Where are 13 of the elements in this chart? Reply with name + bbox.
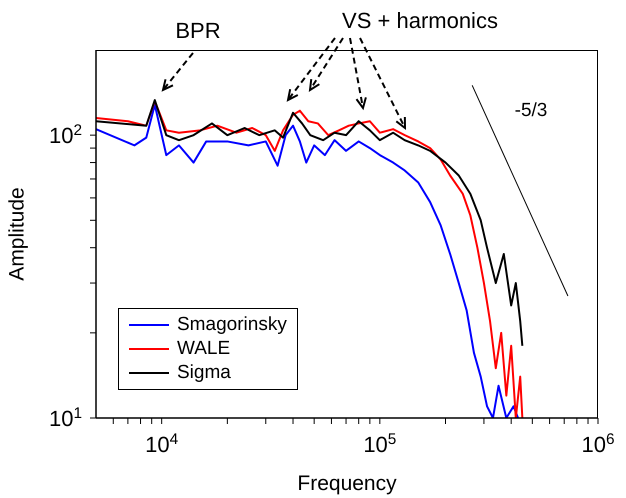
x-tick-label: 10$^{4}$ — [145, 430, 179, 457]
text: BPR — [175, 18, 221, 43]
y-axis-title: Amplitude — [5, 187, 28, 281]
x-tick-label: 10$^{6}$ — [581, 430, 615, 457]
annotation: -5/3 — [514, 100, 548, 121]
x-tick-label: 10$^{5}$ — [363, 430, 396, 457]
y-tick-label: 10$^{1}$ — [48, 404, 82, 431]
legend-label: WALE — [177, 338, 230, 360]
legend-label: Smagorinsky — [177, 314, 287, 336]
text: VS + harmonics — [342, 8, 498, 33]
y-tick-label: 10$^{2}$ — [48, 122, 82, 148]
x-axis-title: Frequency — [297, 472, 398, 495]
legend-label: Sigma — [177, 362, 231, 384]
